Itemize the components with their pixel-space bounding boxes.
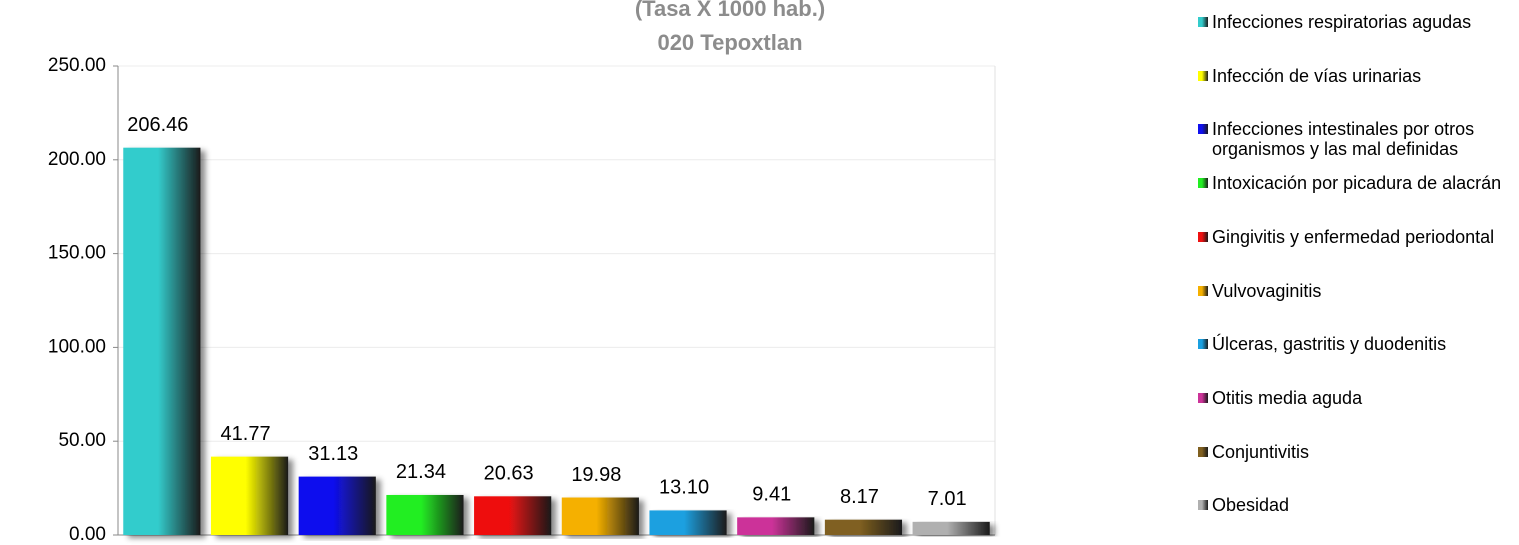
data-label: 19.98: [571, 464, 621, 486]
y-tick-label: 150.00: [48, 243, 106, 264]
data-label: 206.46: [127, 114, 188, 136]
legend-label: Conjuntivitis: [1212, 441, 1310, 462]
y-tick-label: 250.00: [48, 55, 106, 76]
y-tick-label: 100.00: [48, 336, 106, 357]
legend-swatch: [1198, 446, 1208, 457]
bar: [123, 147, 201, 536]
data-label: 20.63: [484, 463, 534, 485]
data-label: 41.77: [221, 423, 271, 445]
legend-item: Úlceras, gastritis y duodenitis: [1196, 334, 1516, 354]
data-label: 9.41: [752, 484, 791, 506]
data-label: 8.17: [840, 486, 879, 508]
bar: [649, 510, 727, 535]
legend-swatch: [1198, 500, 1208, 511]
data-label: 7.01: [928, 488, 967, 510]
chart-title: (Tasa X 1000 hab.): [635, 0, 825, 21]
legend-label: Úlceras, gastritis y duodenitis: [1212, 334, 1447, 355]
legend-swatch: [1198, 17, 1208, 27]
legend-swatch: [1198, 339, 1208, 350]
y-tick-label: 50.00: [58, 430, 106, 451]
legend-label: Gingivitis y enfermedad periodontal: [1212, 226, 1495, 247]
bar: [737, 517, 815, 535]
legend-item: Vulvovaginitis: [1196, 281, 1516, 301]
legend-label: Intoxicación por picadura de alacrán: [1212, 173, 1502, 194]
data-label: 13.10: [659, 477, 709, 499]
legend-item: Obesidad: [1196, 495, 1516, 515]
y-tick-label: 0.00: [69, 524, 106, 545]
data-label: 31.13: [308, 443, 358, 465]
legend-label: Infecciones intestinales por otros organ…: [1212, 119, 1475, 160]
legend-item: Infecciones intestinales por otros organ…: [1196, 119, 1516, 159]
legend-swatch: [1198, 392, 1208, 403]
bar: [210, 456, 289, 535]
y-tick-label: 200.00: [48, 149, 106, 170]
legend-swatch: [1198, 178, 1208, 189]
bar: [824, 519, 903, 535]
legend-item: Gingivitis y enfermedad periodontal: [1196, 227, 1516, 247]
bar: [561, 497, 639, 535]
legend-swatch: [1198, 70, 1208, 81]
legend-label: Vulvovaginitis: [1212, 280, 1322, 301]
legend-label: Infecciones respiratorias agudas: [1212, 12, 1472, 32]
legend-item: Conjuntivitis: [1196, 442, 1516, 462]
legend-swatch: [1198, 231, 1208, 242]
legend-label: Otitis media aguda: [1212, 387, 1363, 408]
legend-label: Obesidad: [1212, 495, 1290, 516]
bar: [298, 476, 376, 535]
bar: [474, 496, 552, 535]
legend-item: Infecciones respiratorias agudas: [1196, 12, 1516, 32]
chart-subtitle: 020 Tepoxtlan: [657, 30, 802, 55]
bar: [386, 494, 464, 535]
legend-item: Infección de vías urinarias: [1196, 66, 1516, 86]
legend-swatch: [1198, 124, 1208, 135]
legend-swatch: [1198, 285, 1208, 296]
legend-label: Infección de vías urinarias: [1212, 65, 1422, 86]
legend-item: Intoxicación por picadura de alacrán: [1196, 173, 1516, 193]
legend-item: Otitis media aguda: [1196, 388, 1516, 408]
data-label: 21.34: [396, 461, 446, 483]
bar: [912, 521, 990, 535]
